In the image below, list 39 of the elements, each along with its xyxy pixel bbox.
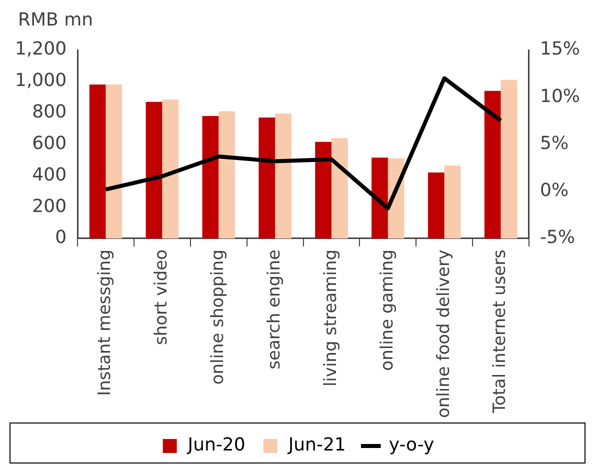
y-tick-label: 600 xyxy=(32,132,67,154)
legend-label: y-o-y xyxy=(388,434,435,456)
bar xyxy=(315,142,332,238)
y-tick-label: 0 xyxy=(55,227,67,248)
x-tick-label: online shopping xyxy=(208,249,228,385)
legend-label: Jun-21 xyxy=(287,434,346,456)
y-axis-title: RMB mn xyxy=(18,10,94,31)
bar xyxy=(484,90,501,238)
legend-label: Jun-20 xyxy=(186,434,246,456)
bar xyxy=(146,102,162,238)
x-tick-label: short video xyxy=(152,249,172,346)
y-tick-label: 200 xyxy=(32,196,67,217)
bar xyxy=(162,99,179,238)
bar xyxy=(106,84,122,238)
y-tick-label: 400 xyxy=(32,164,67,186)
bar xyxy=(89,84,106,238)
x-tick-label: online food delivery xyxy=(434,249,454,418)
y2-tick-label: 0% xyxy=(540,180,569,202)
bar xyxy=(372,158,388,238)
bar xyxy=(218,111,235,238)
x-tick-label: Total internet users xyxy=(490,249,510,414)
bar xyxy=(500,80,518,238)
bar xyxy=(275,114,292,238)
x-tick-label: Instant messging xyxy=(95,249,116,396)
y-tick-label: 800 xyxy=(32,102,67,123)
y2-tick-label: 5% xyxy=(540,132,569,154)
y-tick-label: 1,000 xyxy=(15,70,67,92)
x-tick-label: search engine xyxy=(264,249,284,370)
x-tick-label: online gaming xyxy=(377,249,398,371)
bar xyxy=(428,172,444,238)
y2-tick-label: 10% xyxy=(540,86,580,107)
x-tick-label: living streaming xyxy=(320,249,341,387)
bar xyxy=(444,165,461,238)
y-tick-label: 1,200 xyxy=(15,38,67,60)
bar xyxy=(202,116,219,238)
bar xyxy=(258,118,276,238)
bar xyxy=(331,138,348,238)
y2-tick-label: 15% xyxy=(540,38,580,60)
y2-tick-label: -5% xyxy=(540,227,576,248)
